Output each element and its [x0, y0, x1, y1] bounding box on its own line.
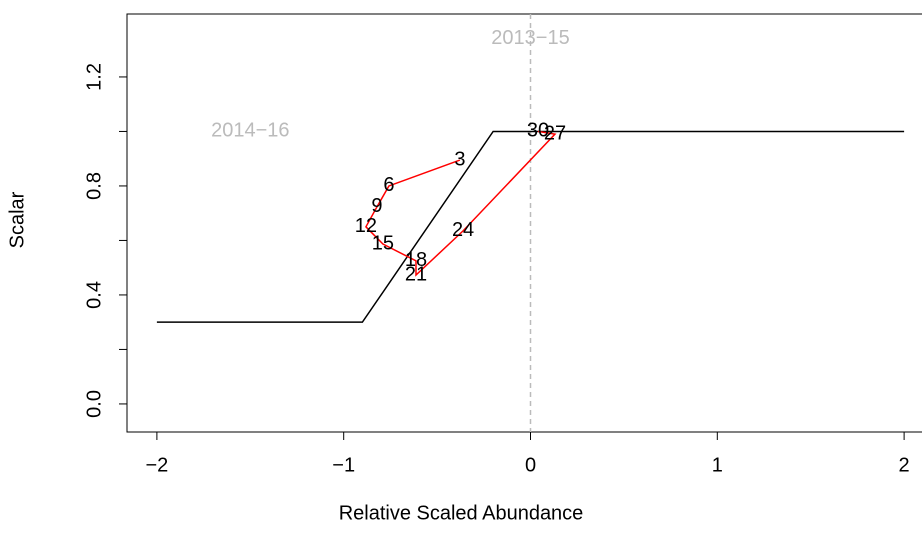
x-tick-label: −2	[145, 454, 168, 476]
point-label: 9	[371, 195, 382, 217]
annotation: 2013−15	[491, 27, 569, 49]
y-tick-label: 0.0	[83, 390, 105, 418]
point-label: 3	[454, 148, 465, 170]
x-tick-label: 2	[899, 454, 910, 476]
y-axis-title: Scalar	[6, 191, 28, 248]
plot-frame	[126, 13, 922, 433]
data-line	[364, 130, 557, 277]
x-tick-label: 1	[712, 454, 723, 476]
point-label: 21	[405, 263, 427, 285]
x-axis-title: Relative Scaled Abundance	[339, 502, 584, 524]
point-label: 15	[372, 232, 394, 254]
point-label: 18	[405, 249, 427, 271]
point-label: 30	[527, 120, 549, 142]
y-tick-label: 0.4	[83, 281, 105, 309]
point-label: 24	[452, 219, 474, 241]
x-tick-label: −1	[332, 454, 355, 476]
point-label: 12	[355, 215, 377, 237]
y-tick-label: 0.8	[83, 172, 105, 200]
point-label: 27	[544, 122, 566, 144]
x-tick-label: 0	[525, 454, 536, 476]
point-label: 6	[383, 174, 394, 196]
data-line	[156, 130, 905, 323]
y-tick-label: 1.2	[83, 63, 105, 91]
annotation: 2014−16	[211, 120, 289, 142]
